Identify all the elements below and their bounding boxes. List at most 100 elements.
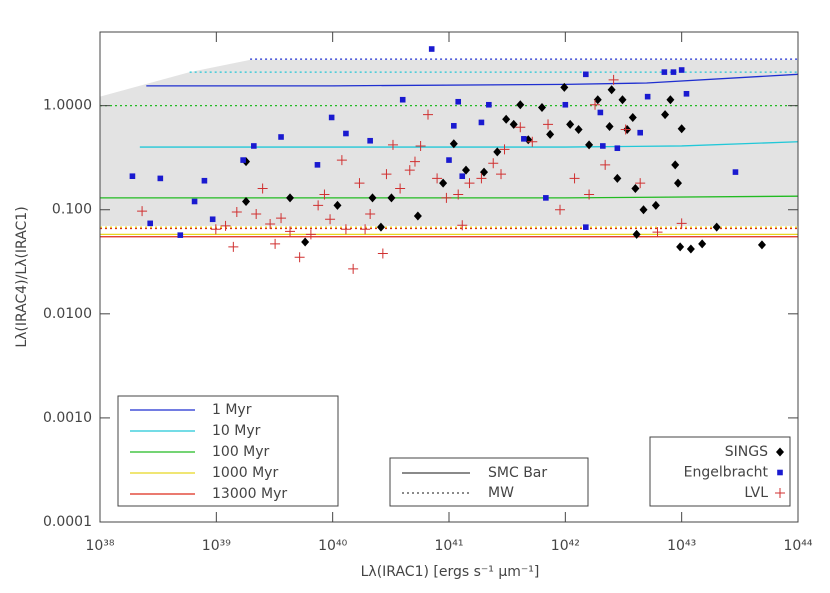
plus-point — [415, 140, 426, 151]
plus-point — [276, 213, 287, 224]
plus-point — [488, 158, 499, 169]
diamond-point — [242, 196, 251, 206]
plus-point — [441, 192, 452, 203]
plus-point — [515, 122, 526, 133]
plus-point — [305, 229, 316, 240]
plus-point — [336, 155, 347, 166]
plus-point — [265, 218, 276, 229]
plus-point — [325, 214, 336, 225]
diamond-point — [676, 242, 685, 252]
plus-point — [340, 224, 351, 235]
plus-point — [432, 173, 443, 184]
diamond-point — [461, 165, 470, 175]
square-point — [683, 90, 690, 97]
square-point — [562, 101, 569, 108]
plus-point — [620, 124, 631, 135]
square-point — [637, 129, 643, 136]
diamond-point — [449, 139, 458, 149]
plus-point — [251, 209, 262, 219]
plus-point — [365, 209, 376, 219]
x-tick-label: 10³⁸ — [85, 538, 114, 554]
plus-point — [360, 224, 371, 235]
plus-point — [608, 74, 619, 85]
square-point — [583, 224, 589, 230]
plus-point — [210, 224, 221, 235]
legend-label: Engelbracht — [684, 465, 769, 481]
model-line — [139, 141, 798, 148]
plus-point — [635, 178, 646, 189]
plus-point — [228, 241, 239, 252]
x-tick-label: 10⁴² — [551, 538, 580, 554]
legend-label: LVL — [744, 485, 768, 501]
square-point — [278, 134, 284, 140]
diamond-point — [368, 193, 377, 203]
x-axis-label: Lλ(IRAC1) [ergs s⁻¹ μm⁻¹] — [361, 564, 540, 580]
square-point — [251, 143, 257, 149]
plus-point — [348, 263, 359, 274]
y-tick-label: 1.0000 — [43, 98, 92, 114]
square-point — [459, 173, 466, 179]
plus-point — [404, 165, 415, 176]
diamond-point — [502, 114, 511, 124]
legend-box — [117, 395, 339, 507]
y-tick-label: 0.100 — [52, 202, 92, 218]
x-tick-label: 10⁴⁰ — [318, 538, 347, 554]
diamond-point — [712, 222, 721, 232]
plus-point — [381, 169, 392, 180]
plus-point — [285, 226, 296, 237]
diamond-point — [632, 229, 641, 239]
square-point — [670, 69, 677, 75]
legend-label: SMC Bar — [488, 465, 547, 481]
diamond-point — [677, 124, 686, 134]
square-point — [328, 114, 335, 121]
plus-point — [395, 183, 406, 194]
square-point — [201, 177, 208, 184]
plus-point — [423, 109, 434, 120]
square-point — [343, 130, 349, 137]
square-point — [451, 123, 457, 129]
plus-point — [457, 220, 468, 231]
square-point — [543, 195, 549, 201]
plus-point — [775, 488, 785, 498]
plus-point — [527, 136, 538, 147]
plus-point — [555, 204, 566, 215]
plus-point — [409, 156, 420, 167]
plus-point — [137, 206, 148, 217]
diamond-point — [686, 244, 695, 254]
square-point — [521, 136, 527, 142]
diamond-point — [618, 95, 627, 105]
diamond-point — [605, 122, 614, 132]
diamond-point — [439, 178, 448, 188]
diamond-point — [546, 129, 555, 139]
diamond-point — [628, 112, 637, 122]
square-point — [478, 119, 485, 126]
plus-point — [496, 169, 507, 180]
plus-point — [499, 144, 510, 155]
plus-point — [476, 173, 487, 184]
diamond-point — [666, 95, 675, 105]
plus-point — [377, 248, 388, 259]
square-point — [486, 101, 492, 108]
diamond-point — [301, 237, 310, 247]
square-point — [209, 216, 216, 223]
y-tick-label: 0.0001 — [43, 514, 92, 530]
square-point — [661, 69, 668, 75]
diamond-point — [674, 178, 683, 188]
square-point — [147, 220, 153, 227]
square-point — [644, 93, 651, 100]
square-point — [597, 109, 604, 116]
diamond-point — [661, 110, 670, 120]
legend-box — [389, 457, 589, 507]
y-tick-label: 0.0100 — [43, 306, 92, 322]
diamond-point — [493, 147, 502, 157]
plus-point — [387, 139, 398, 150]
diamond-point — [574, 125, 583, 135]
diamond-point — [698, 239, 707, 249]
plus-point — [319, 189, 330, 200]
square-point — [614, 145, 621, 152]
diamond-point — [286, 193, 295, 203]
diamond-point — [537, 102, 546, 112]
diamond-point — [413, 211, 422, 221]
diamond-point — [631, 183, 640, 193]
